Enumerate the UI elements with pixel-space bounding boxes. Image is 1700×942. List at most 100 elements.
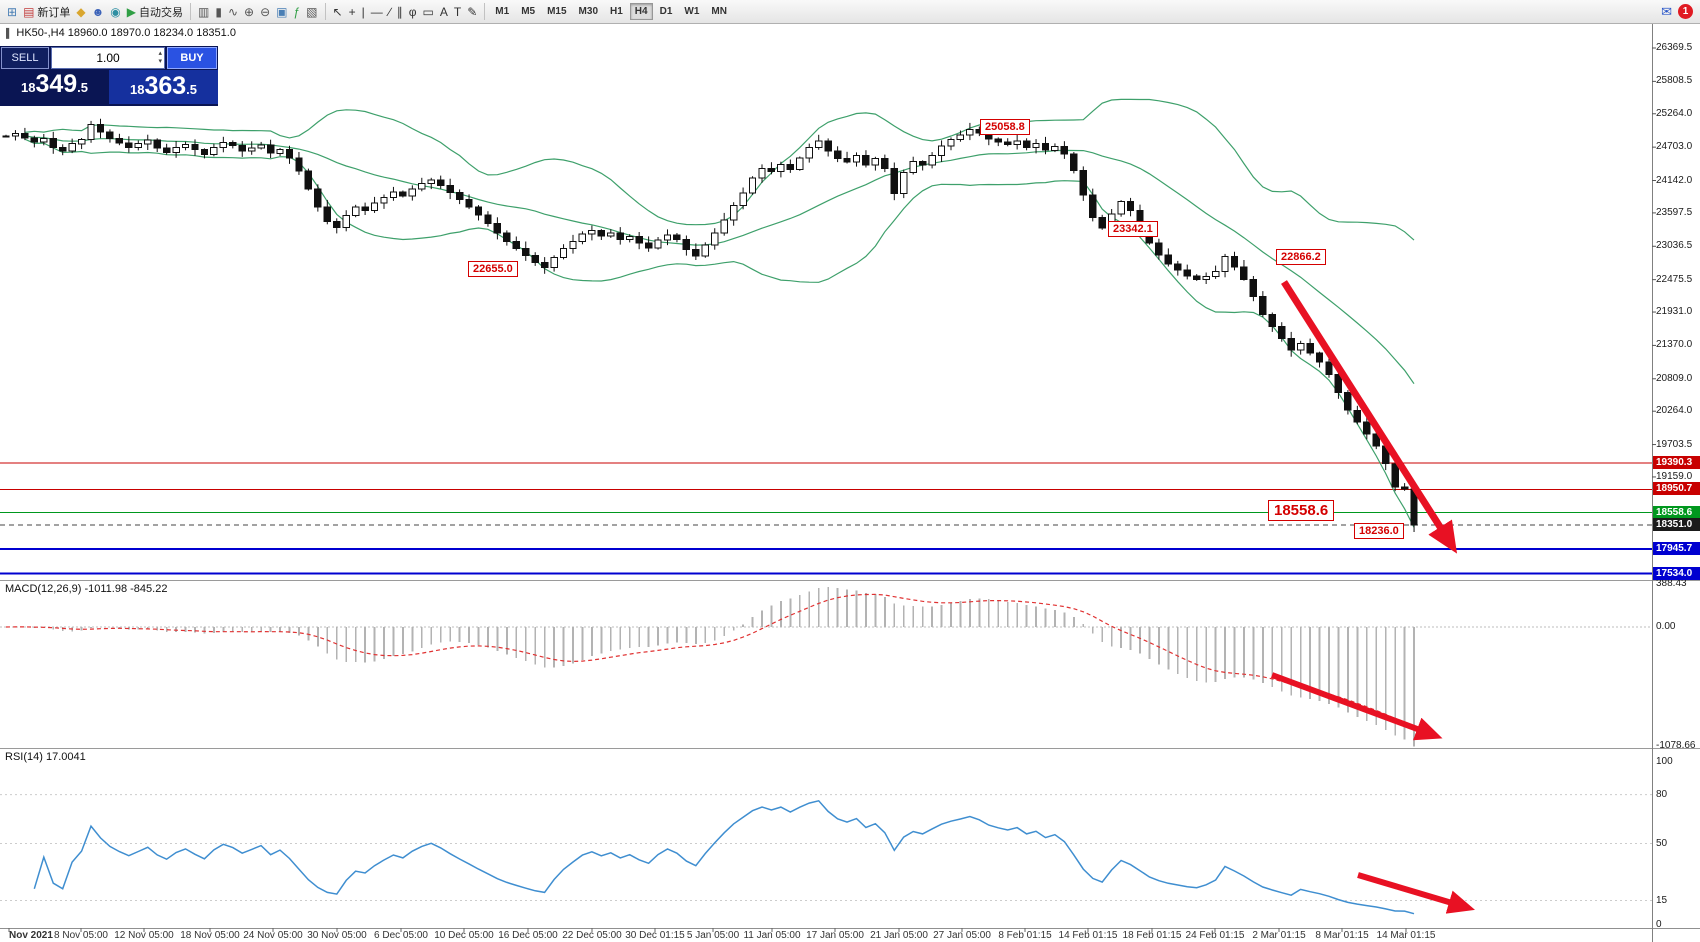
toolbar-separator xyxy=(324,3,326,20)
time-axis-label: Nov 2021 xyxy=(9,930,53,941)
tile-windows-icon[interactable]: ▣ xyxy=(273,2,290,22)
zoom-out-icon[interactable]: ⊖ xyxy=(257,2,273,22)
rsi-indicator-label: RSI(14) 17.0041 xyxy=(5,751,86,763)
price-annotation[interactable]: 25058.8 xyxy=(980,119,1030,135)
trendline-icon: ∕ xyxy=(388,4,391,19)
zoom-in-icon[interactable]: ⊕ xyxy=(241,2,257,22)
timeframe-m1[interactable]: M1 xyxy=(495,6,510,17)
volume-input[interactable]: 1.00 ▴ ▾ xyxy=(51,47,165,69)
price-digits: 18 xyxy=(20,80,36,95)
price-annotation[interactable]: 23342.1 xyxy=(1108,221,1158,237)
price-annotation[interactable]: 18236.0 xyxy=(1354,523,1404,539)
line-chart-icon[interactable]: ∿ xyxy=(225,2,241,22)
sell-button[interactable]: SELL xyxy=(1,47,49,69)
price-annotation[interactable]: 22866.2 xyxy=(1276,249,1326,265)
timeframe-h1[interactable]: H1 xyxy=(610,6,623,17)
market-watch-icon[interactable]: ☻ xyxy=(89,2,108,22)
chart-profile-icon[interactable]: ◆ xyxy=(73,2,88,22)
volume-down-button[interactable]: ▾ xyxy=(158,58,162,65)
indicators-icon[interactable]: ƒ xyxy=(290,2,303,22)
price-axis-label: 26369.5 xyxy=(1656,42,1693,53)
time-axis-label: 14 Feb 01:15 xyxy=(1058,930,1118,941)
autotrading-icon: ▶ xyxy=(126,4,136,19)
toolbar-separator xyxy=(484,3,486,20)
timeframe-m15[interactable]: M15 xyxy=(547,6,567,17)
data-window-icon[interactable]: ◉ xyxy=(107,2,123,22)
vertical-line-icon[interactable]: | xyxy=(359,2,368,22)
timeframe-m30[interactable]: M30 xyxy=(578,6,598,17)
crosshair-icon[interactable]: + xyxy=(346,2,359,22)
new-order-button[interactable]: ▤ 新订单 xyxy=(20,2,73,22)
autotrading-button[interactable]: ▶ 自动交易 xyxy=(124,2,186,22)
templates-icon: ▧ xyxy=(306,4,318,19)
timeframe-h4[interactable]: H4 xyxy=(629,3,653,20)
arrows-tool-icon[interactable]: ✎ xyxy=(464,2,480,22)
rsi-pane[interactable] xyxy=(0,749,1652,928)
time-axis-label: 17 Jan 05:00 xyxy=(806,930,864,941)
fibonacci-icon: φ xyxy=(408,4,417,19)
time-axis-label: 6 Dec 05:00 xyxy=(374,930,428,941)
sell-price[interactable]: 18 349.5 xyxy=(0,70,109,104)
time-axis-label: 2 Mar 01:15 xyxy=(1252,930,1306,941)
volume-value: 1.00 xyxy=(96,51,120,65)
time-axis[interactable]: Nov 2021 8 Nov 05:00 12 Nov 05:00 18 Nov 05… xyxy=(0,929,1652,942)
price-annotation[interactable]: 18558.6 xyxy=(1268,500,1335,521)
price-axis-label: 20264.0 xyxy=(1656,405,1693,417)
time-axis-label: 18 Feb 01:15 xyxy=(1122,930,1182,941)
horizontal-line-icon: ― xyxy=(370,4,383,19)
time-axis-label: 16 Dec 05:00 xyxy=(498,930,558,941)
price-digits: 363 xyxy=(144,72,187,100)
rsi-axis-label: 100 xyxy=(1656,756,1673,767)
cursor-icon[interactable]: ↖ xyxy=(330,2,346,22)
candlestick-chart-icon[interactable]: ▮ xyxy=(212,2,225,22)
time-axis-label: 18 Nov 05:00 xyxy=(180,930,240,941)
text-icon[interactable]: A xyxy=(437,2,451,22)
main-toolbar: ⊞ ▤ 新订单 ◆ ☻ ◉ ▶ 自动交易 ▥ ▮ ∿ ⊕ ⊖ ▣ ƒ ▧ ↖ + | ― ∕ ∥ φ ▭ A T ✎ M1 M5 M15 M… xyxy=(0,0,1700,24)
symbol-ohlc-text: HK50-,H4 18960.0 18970.0 18234.0 18351.0 xyxy=(16,27,236,39)
label-icon[interactable]: T xyxy=(451,2,464,22)
buy-price-value: 18 363.5 xyxy=(109,72,218,99)
price-annotation[interactable]: 22655.0 xyxy=(468,261,518,277)
bar-chart-icon: ▥ xyxy=(198,4,210,19)
new-chart-icon: ⊞ xyxy=(7,4,18,19)
notifications-icon[interactable]: ✉ xyxy=(1661,4,1672,19)
templates-icon[interactable]: ▧ xyxy=(303,2,320,22)
buy-price[interactable]: 18 363.5 xyxy=(109,70,218,104)
bar-chart-icon[interactable]: ▥ xyxy=(195,2,212,22)
time-axis-label: 8 Mar 01:15 xyxy=(1315,930,1369,941)
price-digits: .5 xyxy=(77,80,89,95)
buy-button[interactable]: BUY xyxy=(167,47,217,69)
macd-axis-label: 388.43 xyxy=(1656,578,1687,589)
volume-up-button[interactable]: ▴ xyxy=(158,50,162,58)
price-axis-label: 23597.5 xyxy=(1656,206,1693,218)
new-chart-icon[interactable]: ⊞ xyxy=(4,2,20,22)
notification-badge[interactable]: 1 xyxy=(1678,4,1693,19)
trendline-icon[interactable]: ∕ xyxy=(386,2,394,22)
time-axis-label: 14 Mar 01:15 xyxy=(1376,930,1436,941)
channel-icon[interactable]: ∥ xyxy=(394,2,406,22)
chart-icon: ▌ xyxy=(6,28,13,38)
shapes-icon: ▭ xyxy=(422,4,434,19)
timeframe-mn[interactable]: MN xyxy=(711,6,727,17)
timeframe-m5[interactable]: M5 xyxy=(521,6,536,17)
price-digits: .5 xyxy=(186,82,198,97)
timeframe-w1[interactable]: W1 xyxy=(684,6,700,17)
rsi-axis-label: 0 xyxy=(1656,919,1662,930)
horizontal-line-icon[interactable]: ― xyxy=(368,2,386,22)
price-axis-label: 21370.0 xyxy=(1656,339,1693,351)
zoom-in-icon: ⊕ xyxy=(244,4,255,19)
one-click-trade-panel: SELL 1.00 ▴ ▾ BUY 18 349.5 18 363.5 xyxy=(0,46,218,106)
new-order-button-label: 新订单 xyxy=(37,6,71,19)
tile-windows-icon: ▣ xyxy=(276,4,288,19)
price-tag: 17945.7 xyxy=(1653,542,1700,556)
label-icon: T xyxy=(453,4,462,19)
macd-pane[interactable] xyxy=(0,581,1652,748)
main-chart-pane[interactable] xyxy=(0,25,1652,580)
time-axis-label: 8 Nov 05:00 xyxy=(54,930,108,941)
data-window-icon: ◉ xyxy=(110,4,121,19)
timeframe-d1[interactable]: D1 xyxy=(659,6,673,17)
macd-axis-label: 0.00 xyxy=(1656,621,1676,632)
shapes-icon[interactable]: ▭ xyxy=(420,2,437,22)
price-tag: 17534.0 xyxy=(1653,566,1700,580)
fibonacci-icon[interactable]: φ xyxy=(406,2,420,22)
